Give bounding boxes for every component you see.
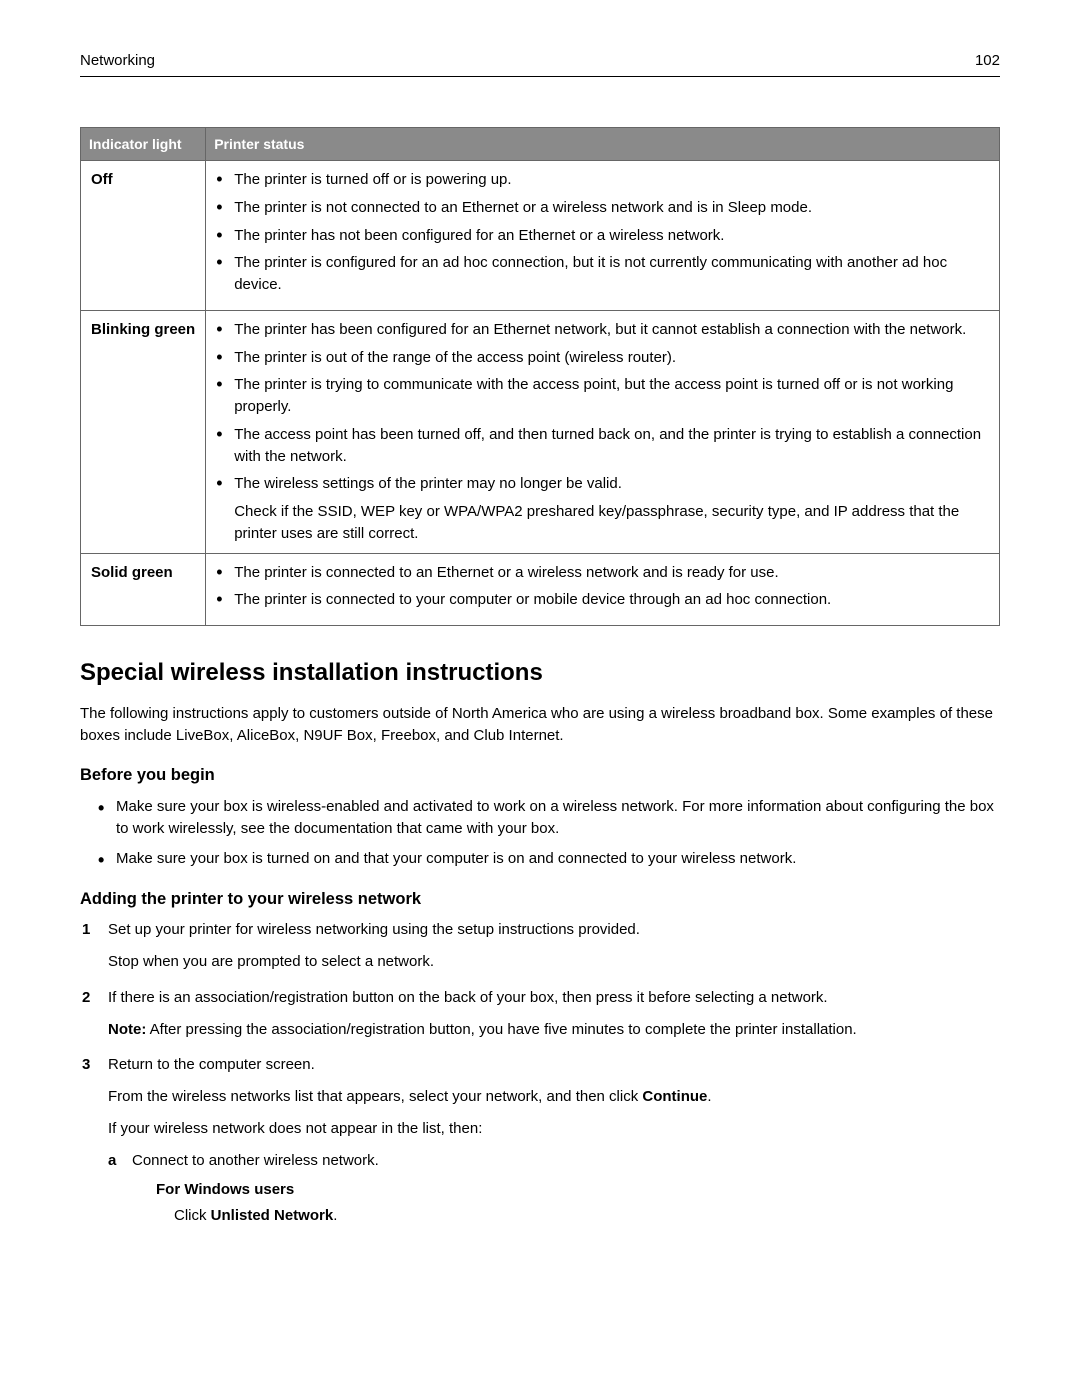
check-text: Check if the SSID, WEP key or WPA/WPA2 p… (216, 501, 989, 545)
indicator-table: Indicator light Printer status Off The p… (80, 127, 1000, 626)
status-cell: The printer is connected to an Ethernet … (206, 553, 1000, 626)
sub-step-letter: a (108, 1150, 116, 1172)
table-row: Blinking green The printer has been conf… (81, 310, 1000, 553)
col-indicator: Indicator light (81, 127, 206, 160)
indicator-blinking: Blinking green (81, 310, 206, 553)
status-item: The printer is configured for an ad hoc … (216, 252, 989, 296)
step-text: If there is an association/registration … (108, 987, 1000, 1009)
table-row: Solid green The printer is connected to … (81, 553, 1000, 626)
status-item: The wireless settings of the printer may… (216, 473, 989, 495)
step-2: 2 If there is an association/registratio… (80, 987, 1000, 1041)
sub-step-a: a Connect to another wireless network. F… (108, 1150, 1000, 1227)
step-1: 1 Set up your printer for wireless netwo… (80, 919, 1000, 973)
status-item: The printer is connected to your compute… (216, 589, 989, 611)
windows-instruction: Click Unlisted Network. (174, 1205, 1000, 1227)
status-item: The printer is not connected to an Ether… (216, 197, 989, 219)
status-item: The printer is connected to an Ethernet … (216, 562, 989, 584)
section-intro: The following instructions apply to cust… (80, 703, 1000, 747)
unlisted-network-action: Unlisted Network (211, 1207, 334, 1224)
adding-heading: Adding the printer to your wireless netw… (80, 888, 1000, 912)
step-text: If your wireless network does not appear… (108, 1118, 1000, 1140)
before-heading: Before you begin (80, 764, 1000, 788)
status-item: The printer is trying to communicate wit… (216, 374, 989, 418)
adding-steps: 1 Set up your printer for wireless netwo… (80, 919, 1000, 1227)
note-label: Note: (108, 1021, 146, 1038)
status-item: The printer has not been configured for … (216, 225, 989, 247)
step-number: 1 (82, 919, 90, 941)
continue-action: Continue (642, 1088, 707, 1105)
status-item: The printer has been configured for an E… (216, 319, 989, 341)
step-number: 3 (82, 1054, 90, 1076)
status-cell: The printer is turned off or is powering… (206, 161, 1000, 311)
table-row: Off The printer is turned off or is powe… (81, 161, 1000, 311)
section-title: Networking (80, 50, 155, 72)
step-text: Stop when you are prompted to select a n… (108, 951, 1000, 973)
step-3: 3 Return to the computer screen. From th… (80, 1054, 1000, 1227)
status-item: The access point has been turned off, an… (216, 424, 989, 468)
step-text: From the wireless networks list that app… (108, 1086, 1000, 1108)
sub-steps: a Connect to another wireless network. F… (108, 1150, 1000, 1227)
col-status: Printer status (206, 127, 1000, 160)
step-text: Set up your printer for wireless network… (108, 919, 1000, 941)
step-text: Return to the computer screen. (108, 1054, 1000, 1076)
status-item: The printer is out of the range of the a… (216, 347, 989, 369)
before-item: Make sure your box is turned on and that… (98, 848, 1000, 870)
sub-step-text: Connect to another wireless network. (132, 1152, 379, 1169)
page-number: 102 (975, 50, 1000, 72)
status-item: The printer is turned off or is powering… (216, 169, 989, 191)
before-list: Make sure your box is wireless-enabled a… (80, 796, 1000, 869)
step-number: 2 (82, 987, 90, 1009)
indicator-solid: Solid green (81, 553, 206, 626)
page-header: Networking 102 (80, 50, 1000, 77)
section-heading: Special wireless installation instructio… (80, 656, 1000, 691)
indicator-off: Off (81, 161, 206, 311)
note-text: After pressing the association/registrat… (146, 1021, 856, 1038)
status-cell: The printer has been configured for an E… (206, 310, 1000, 553)
before-item: Make sure your box is wireless-enabled a… (98, 796, 1000, 840)
windows-heading: For Windows users (156, 1179, 1000, 1201)
step-note: Note: After pressing the association/reg… (108, 1019, 1000, 1041)
